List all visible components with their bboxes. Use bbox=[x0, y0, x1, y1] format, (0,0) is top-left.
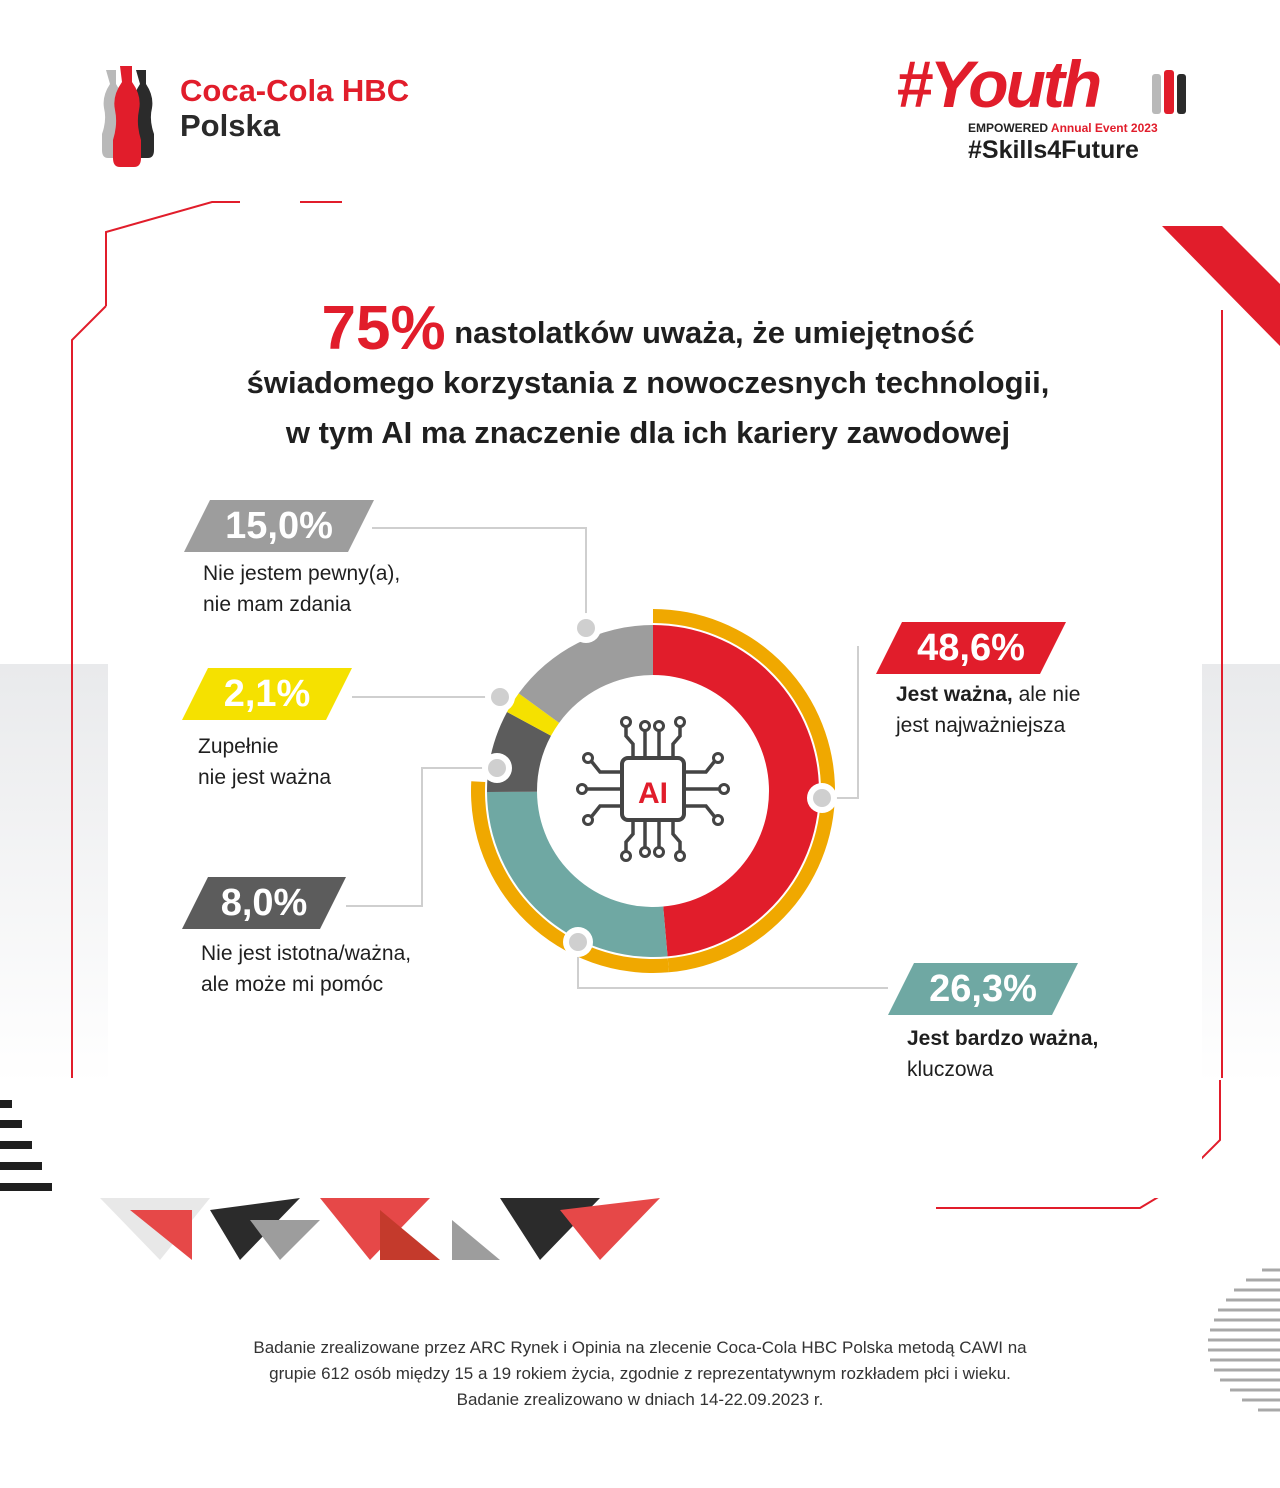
slice-label-2-bold: Jest bardzo ważna, bbox=[907, 1027, 1099, 1050]
headline-highlight: 75% bbox=[321, 294, 446, 363]
marker-dot-inner-1 bbox=[813, 789, 831, 807]
slice-label-2: Jest bardzo ważna, kluczowa bbox=[907, 1023, 1098, 1085]
slice-label-5-line2: nie mam zdania bbox=[203, 593, 352, 616]
slice-label-5-line1: Nie jestem pewny(a), bbox=[203, 562, 401, 585]
ai-chip-icon: AI bbox=[576, 716, 730, 862]
slice-label-5: Nie jestem pewny(a), nie mam zdania bbox=[203, 558, 400, 620]
headline: 75% nastolatków uważa, że umiejętność św… bbox=[128, 298, 1168, 458]
slice-tag-1: 48,6% bbox=[876, 622, 1066, 674]
slice-2 bbox=[487, 791, 668, 957]
footnote-line1: Badanie zrealizowane przez ARC Rynek i O… bbox=[253, 1338, 1027, 1357]
slice-label-1-bold: Jest ważna, bbox=[896, 683, 1013, 706]
chip-pin-end-2 bbox=[639, 720, 651, 732]
chip-pin-12 bbox=[684, 760, 716, 774]
slice-label-4-line1: Zupełnie bbox=[198, 735, 279, 758]
slice-4 bbox=[507, 693, 560, 736]
mini-bottles-icon bbox=[1152, 70, 1186, 114]
chip-pin-end-8 bbox=[674, 850, 686, 862]
event-annual: Annual Event 2023 bbox=[1050, 121, 1158, 135]
slice-5 bbox=[518, 625, 653, 723]
chip-pin-4 bbox=[671, 726, 682, 758]
connector-line-2 bbox=[372, 527, 587, 620]
slice-label-1-rest: ale nie bbox=[1012, 683, 1081, 706]
event-subtitle: EMPOWERED Annual Event 2023 bbox=[968, 121, 1158, 135]
connector-line-4 bbox=[346, 767, 497, 907]
slice-label-3: Nie jest istotna/ważna, ale może mi pomó… bbox=[201, 938, 411, 1000]
slice-label-4: Zupełnie nie jest ważna bbox=[198, 731, 331, 793]
slice-tag-5: 15,0% bbox=[184, 500, 374, 552]
chip-pin-end-9 bbox=[582, 752, 594, 764]
chip-pin-end-14 bbox=[712, 814, 724, 826]
chip-pin-11 bbox=[590, 804, 622, 818]
marker-dot-inner-5 bbox=[569, 933, 587, 951]
event-empowered: EMPOWERED bbox=[968, 121, 1049, 135]
chip-pin-9 bbox=[590, 760, 622, 774]
slice-tag-4: 2,1% bbox=[182, 668, 352, 720]
footnote-line3: Badanie zrealizowano w dniach 14-22.09.2… bbox=[456, 1390, 824, 1409]
slice-label-4-line2: nie jest ważna bbox=[198, 766, 332, 789]
slice-1 bbox=[653, 625, 819, 957]
slice-label-1: Jest ważna, ale nie jest najważniejsza bbox=[896, 679, 1080, 741]
marker-dot-inner-2 bbox=[577, 619, 595, 637]
chip-pin-end-11 bbox=[582, 814, 594, 826]
bottles-logo-icon bbox=[102, 66, 154, 167]
brand-line2: Polska bbox=[180, 108, 280, 143]
marker-dot-inner-3 bbox=[491, 688, 509, 706]
event-hashtag: #Skills4Future bbox=[968, 136, 1139, 164]
chip-pin-end-7 bbox=[653, 846, 665, 858]
chip-pin-end-5 bbox=[620, 850, 632, 862]
chip-pin-end-6 bbox=[639, 846, 651, 858]
marker-dot-inner-4 bbox=[488, 759, 506, 777]
chip-pin-1 bbox=[624, 726, 635, 758]
chip-pin-end-3 bbox=[653, 720, 665, 732]
chip-pin-end-12 bbox=[712, 752, 724, 764]
slice-label-3-line2: ale może mi pomóc bbox=[201, 973, 384, 996]
headline-line3: w tym AI ma znaczenie dla ich kariery za… bbox=[285, 415, 1011, 450]
chip-pin-14 bbox=[684, 804, 716, 818]
chip-pin-end-4 bbox=[674, 716, 686, 728]
chip-pin-5 bbox=[624, 820, 635, 852]
brand-name: Coca-Cola HBC Polska bbox=[180, 73, 409, 143]
slice-tag-2: 26,3% bbox=[888, 963, 1078, 1015]
connector-line-5 bbox=[577, 942, 888, 989]
chip-pin-end-10 bbox=[576, 783, 588, 795]
event-word: #Youth bbox=[896, 47, 1102, 121]
slice-tag-3: 8,0% bbox=[182, 877, 346, 929]
chip-pin-8 bbox=[671, 820, 682, 852]
ai-chip-label: AI bbox=[638, 777, 668, 810]
headline-line2: świadomego korzystania z nowoczesnych te… bbox=[246, 365, 1050, 400]
headline-line1: nastolatków uważa, że umiejętność bbox=[454, 315, 975, 350]
footnote-line2: grupie 612 osób między 15 a 19 rokiem ży… bbox=[269, 1364, 1011, 1383]
slice-label-1-line2: jest najważniejsza bbox=[896, 714, 1066, 737]
event-logo: #Youth EMPOWERED Annual Event 2023 #Skil… bbox=[896, 47, 1196, 172]
chip-pin-end-13 bbox=[718, 783, 730, 795]
slice-label-2-line2: kluczowa bbox=[907, 1058, 994, 1081]
brand-line1: Coca-Cola HBC bbox=[180, 73, 410, 108]
slice-label-3-line1: Nie jest istotna/ważna, bbox=[201, 942, 412, 965]
chip-pin-end-1 bbox=[620, 716, 632, 728]
footnote: Badanie zrealizowane przez ARC Rynek i O… bbox=[140, 1335, 1140, 1413]
